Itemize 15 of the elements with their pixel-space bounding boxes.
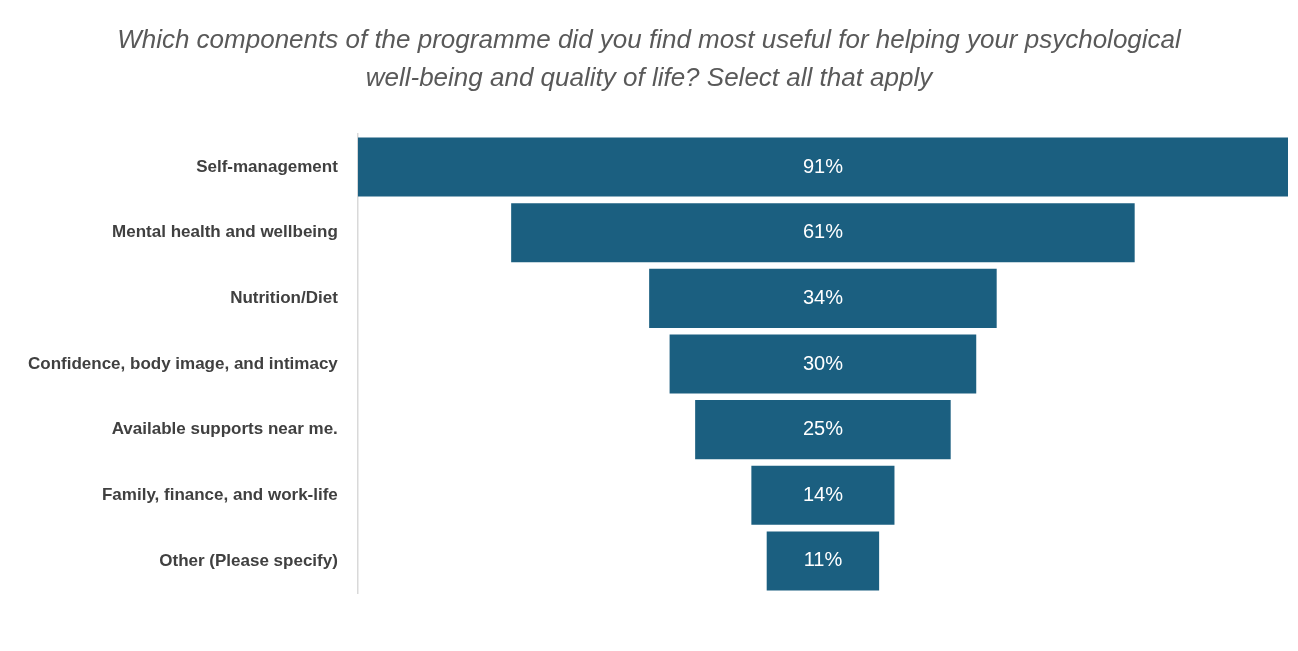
data-label: 61% [802,220,844,243]
data-label: 25% [802,417,844,440]
data-label: 11% [803,548,843,571]
category-label: Self-management [196,156,339,176]
data-label: 34% [802,285,844,308]
category-label: Other (Please specify) [159,550,338,570]
text: Which components of the programme did you find most useful for helping your psychological well-being and quality of life? Select all that apply [116,23,1183,94]
category-label: Available supports near me. [111,419,338,439]
category-label: Confidence, body image, and intimacy [27,353,339,373]
category-label: Mental health and wellbeing [112,222,338,242]
category-label: Family, finance, and work-life [101,485,338,504]
data-label: 91% [802,154,844,177]
data-label: 14% [802,482,844,505]
category-label: Nutrition/Diet [230,288,339,308]
data-label: 30% [802,351,844,374]
